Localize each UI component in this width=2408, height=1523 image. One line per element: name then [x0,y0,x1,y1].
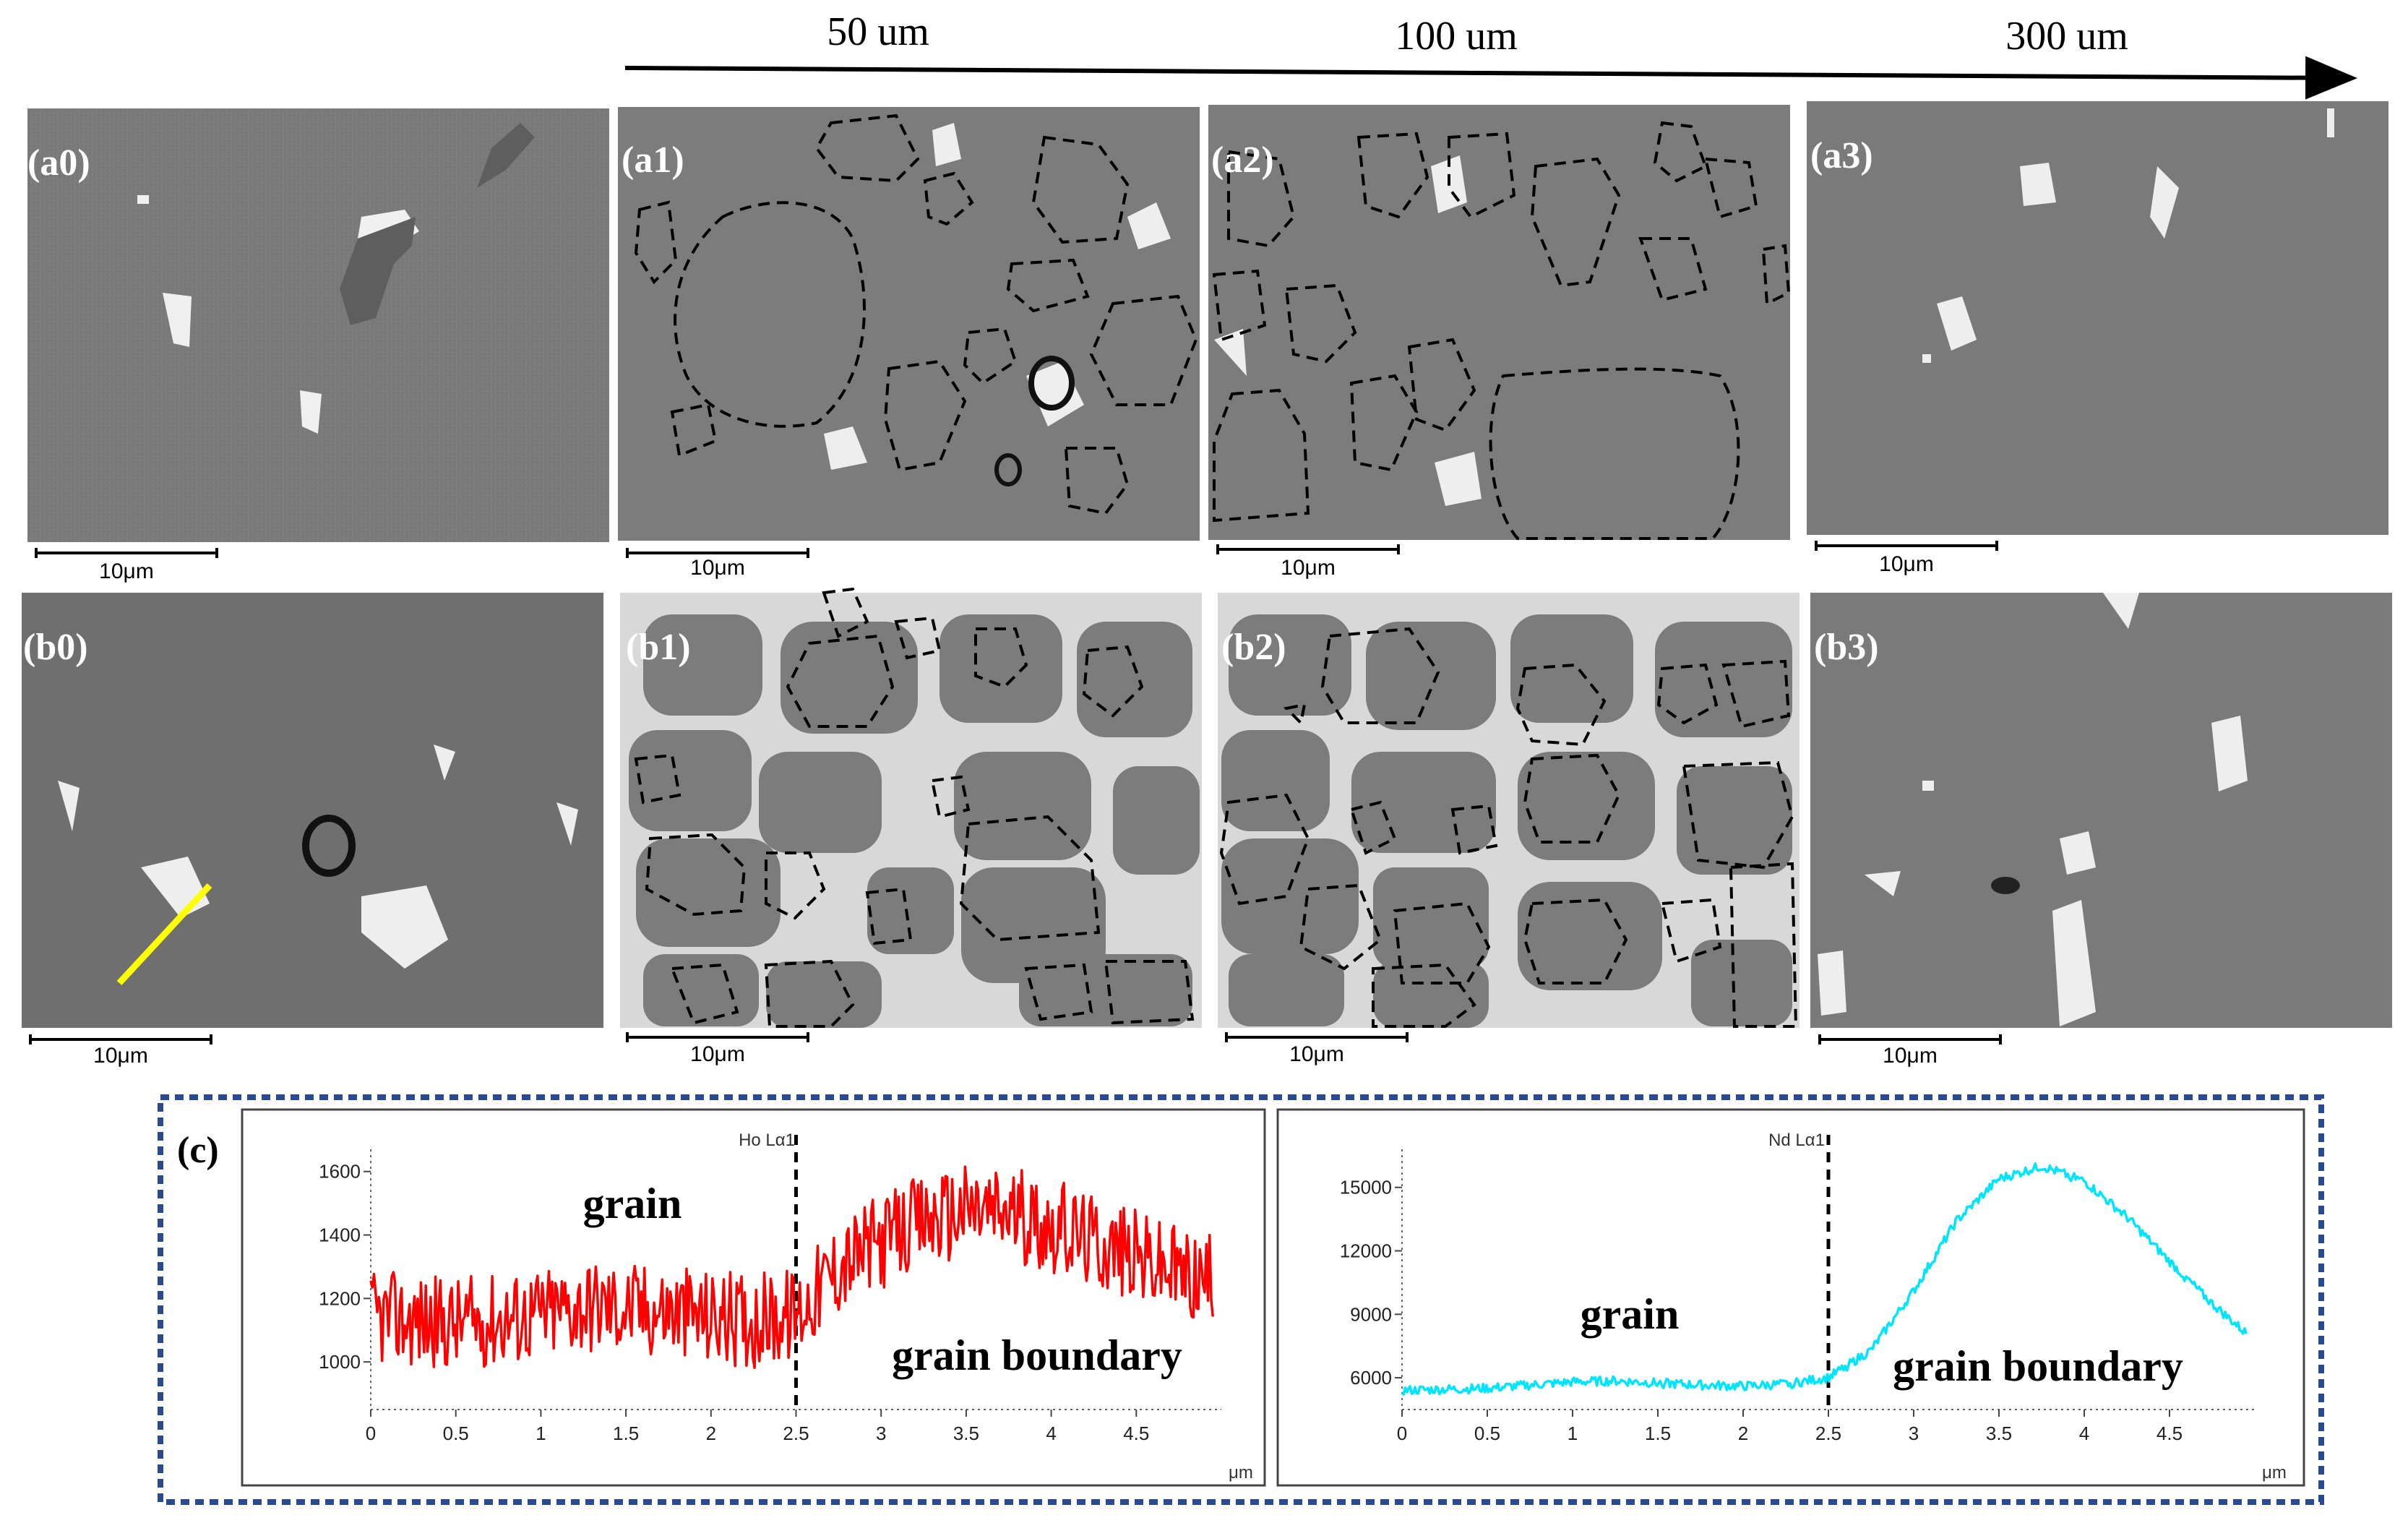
panel-label: (a1) [622,140,684,181]
y-tick-label: 15000 [1340,1177,1392,1198]
sem-panel-a2: (a2) 10μm [1208,105,1791,580]
y-tick-label: 6000 [1350,1367,1392,1389]
x-tick-label: 1 [536,1423,546,1444]
x-tick-label: 4 [1046,1423,1056,1444]
panel-label: (a0) [27,142,90,184]
scale-label: 10μm [93,1044,148,1068]
sem-panel-a3: (a3) 10μm [1807,101,2388,576]
x-tick-label: 0.5 [443,1423,469,1444]
scale-label: 10μm [1883,1044,1938,1068]
y-tick-label: 12000 [1340,1240,1392,1261]
scale-label: 10μm [1289,1042,1344,1066]
axis-unit-label: μm [1229,1463,1253,1483]
nd-line-chart: Nd Lα1 0 0.5 1 1.5 2 2.5 3 3.5 4 4.5 6000 9000 12000… [1340,1131,2287,1483]
x-tick-label: 1.5 [613,1423,639,1444]
scale-label: 10μm [99,559,154,583]
region-annotation: grain [583,1180,682,1227]
axis-unit-label: μm [2262,1463,2287,1483]
sem-panel-a1: (a1) 10μm [618,107,1200,580]
linescan-path [116,883,212,986]
linescan-frame [158,1094,2324,1505]
series-line [1401,1162,2248,1396]
x-tick-label: 3.5 [1986,1423,2012,1444]
sem-panel-b2: (b2) 10μm [1218,593,1799,1066]
scale-label: 10μm [690,556,745,580]
sem-panel-b1: (b1) 10μm [620,587,1202,1066]
x-tick-label: 4.5 [1123,1423,1149,1444]
distance-arrow [624,56,2357,100]
panel-label: (b2) [1221,627,1286,668]
x-tick-label: 3.5 [953,1423,979,1444]
sem-panel-b3: (b3) 10μm [1810,593,2392,1068]
sem-panel-b0: (b0) 10μm [22,593,603,1068]
y-tick-label: 9000 [1350,1303,1392,1325]
ho-chart-frame [241,1108,1266,1487]
panel-label: (b0) [23,627,88,668]
y-tick-label: 1000 [319,1351,361,1373]
y-tick-label: 1600 [319,1161,361,1183]
x-tick-label: 2 [706,1423,716,1444]
x-tick-label: 2.5 [1815,1423,1841,1444]
distance-label: 100 um [1395,14,1518,59]
y-tick-label: 1200 [319,1287,361,1309]
nd-chart-frame [1276,1108,2305,1487]
scale-label: 10μm [690,1042,745,1066]
sem-panel-a0: (a0) 10μm [27,108,609,583]
x-tick-label: 3 [876,1423,886,1444]
chart-title: Ho Lα1 [739,1131,795,1150]
panel-label: (a2) [1211,140,1274,181]
x-tick-label: 2.5 [783,1423,809,1444]
panel-label: (a3) [1810,135,1873,176]
x-tick-label: 4.5 [2157,1423,2183,1444]
series-line [369,1165,1214,1369]
panel-label: (c) [177,1130,219,1171]
distance-label: 300 um [2005,14,2128,59]
x-tick-label: 1 [1568,1423,1578,1444]
region-annotation: grain boundary [892,1331,1182,1379]
x-tick-label: 0 [366,1423,376,1444]
region-annotation: grain boundary [1893,1342,2183,1390]
ho-line-chart: Ho Lα1 0 0.5 1 1.5 2 2.5 3 3.5 4 4.5 1000 1200 1400 1… [319,1131,1253,1483]
region-annotation: grain [1581,1290,1680,1338]
x-tick-label: 0.5 [1474,1423,1500,1444]
scale-label: 10μm [1879,552,1934,576]
distance-label: 50 um [827,9,929,54]
chart-title: Nd Lα1 [1768,1131,1825,1150]
x-tick-label: 3 [1909,1423,1919,1444]
scale-label: 10μm [1281,556,1336,580]
panel-label: (b3) [1814,627,1879,668]
x-tick-label: 1.5 [1645,1423,1671,1444]
y-tick-label: 1400 [319,1224,361,1246]
x-tick-label: 0 [1397,1423,1407,1444]
x-tick-label: 2 [1738,1423,1748,1444]
x-tick-label: 4 [2079,1423,2089,1444]
panel-label: (b1) [626,627,691,668]
